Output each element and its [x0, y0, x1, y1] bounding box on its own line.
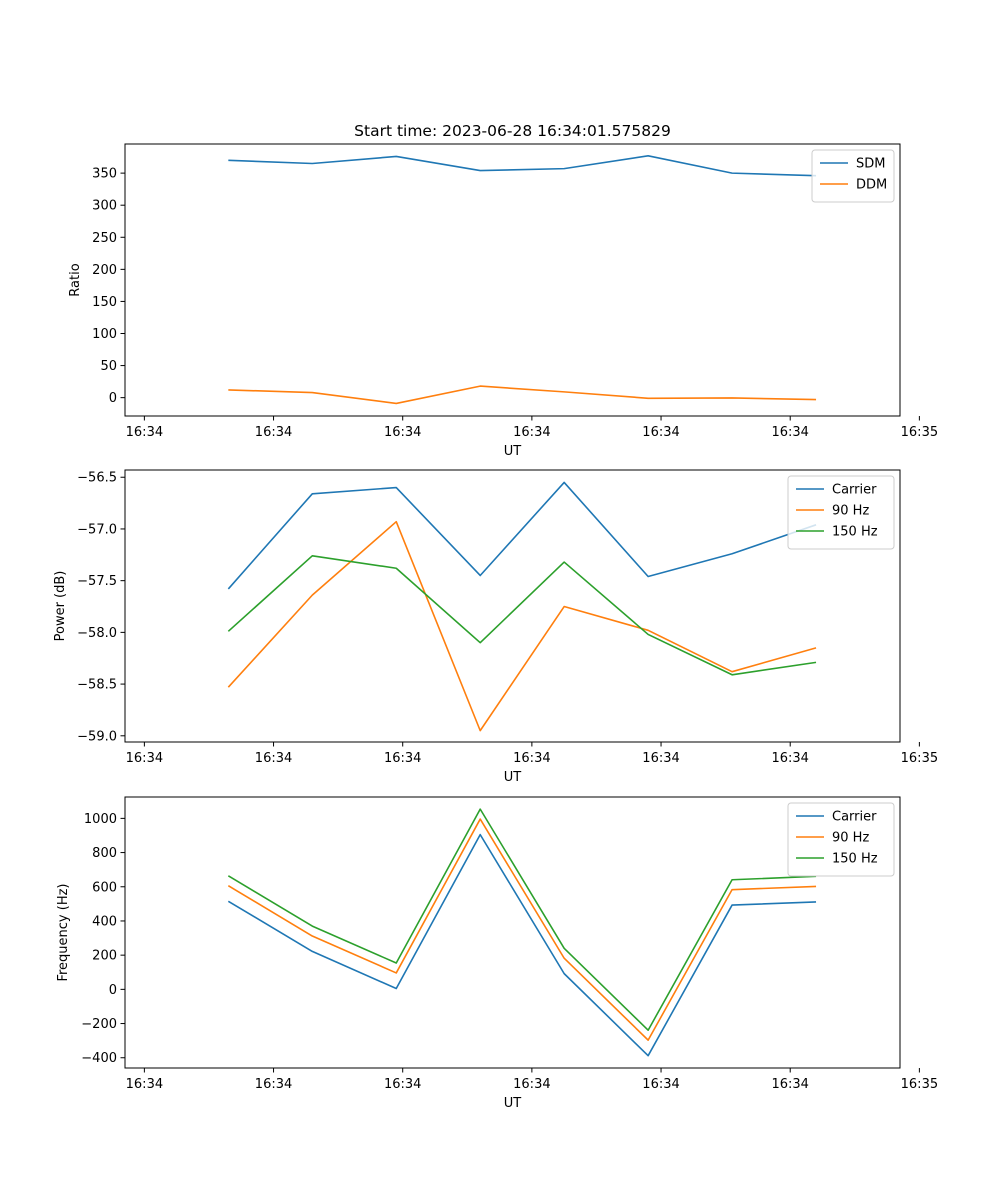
- panel-1-x-tick-label: 16:34: [255, 425, 292, 440]
- panel-3-x-tick-label: 16:35: [901, 1077, 938, 1092]
- panel-3-legend-label-150-hz: 150 Hz: [832, 852, 878, 867]
- panel-1-x-tick-label: 16:34: [126, 425, 163, 440]
- panel-3-x-tick-label: 16:34: [513, 1077, 550, 1092]
- panel-2-series-line-90-hz: [227, 520, 817, 732]
- panel-1-y-tick-label: 350: [92, 167, 117, 182]
- panel-1-legend-label-sdm: SDM: [856, 157, 885, 172]
- panel-1-y-tick-label: 150: [92, 295, 117, 310]
- panel-2-x-tick-label: 16:35: [901, 751, 938, 766]
- panel-3-legend-label-carrier: Carrier: [832, 810, 877, 825]
- panel-1-x-tick-label: 16:34: [771, 425, 808, 440]
- panel-3-x-tick-label: 16:34: [771, 1077, 808, 1092]
- panel-2-legend-label-150-hz: 150 Hz: [832, 525, 878, 540]
- panel-1-series-line-sdm: [228, 155, 817, 177]
- panel-1-y-tick-label: 0: [109, 391, 117, 406]
- panel-3-series-line-90-hz: [227, 818, 817, 1041]
- panel-2-y-tick-label: −57.5: [77, 574, 117, 589]
- panel-2-x-tick-label: 16:34: [126, 751, 163, 766]
- panel-2-y-tick-label: −57.0: [77, 522, 117, 537]
- panel-3-series-line-150-hz: [227, 808, 817, 1032]
- panel-3-y-tick-label: 400: [92, 914, 117, 929]
- panel-2-y-tick-label: −59.0: [77, 729, 117, 744]
- panel-2-y-tick-label: −56.5: [77, 471, 117, 486]
- panel-1-x-axis-label: UT: [504, 444, 522, 459]
- panel-2-legend-label-carrier: Carrier: [832, 483, 877, 498]
- panel-3-y-axis-label: Frequency (Hz): [56, 883, 71, 981]
- panel-1-x-tick-label: 16:34: [513, 425, 550, 440]
- panel-2-y-tick-label: −58.0: [77, 626, 117, 641]
- panel-2-y-axis-label: Power (dB): [53, 571, 68, 642]
- panel-1-y-tick-label: 250: [92, 231, 117, 246]
- panel-3-y-tick-label: 200: [92, 949, 117, 964]
- panel-1-y-tick-label: 100: [92, 327, 117, 342]
- panel-1-y-axis-label: Ratio: [68, 263, 83, 296]
- panel-1-series-line-ddm: [228, 385, 817, 405]
- panel-2-legend-label-90-hz: 90 Hz: [832, 504, 869, 519]
- panel-1-x-tick-label: 16:34: [642, 425, 679, 440]
- panel-1-axes-frame: [124, 143, 901, 417]
- panel-3-y-tick-label: −200: [81, 1017, 117, 1032]
- panel-3-series-line-carrier: [227, 833, 817, 1057]
- panel-3-x-tick-label: 16:34: [642, 1077, 679, 1092]
- panel-3-x-tick-label: 16:34: [255, 1077, 292, 1092]
- panel-2-series-line-150-hz: [227, 555, 817, 676]
- panel-3-y-tick-label: −400: [81, 1051, 117, 1066]
- panel-3-y-tick-label: 1000: [84, 812, 117, 827]
- panel-2-y-tick-label: −58.5: [77, 678, 117, 693]
- panel-2-axes-frame: [124, 469, 901, 743]
- panel-2-x-tick-label: 16:34: [384, 751, 421, 766]
- panel-2-series-line-carrier: [227, 481, 817, 590]
- panel-2-x-tick-label: 16:34: [771, 751, 808, 766]
- panel-3-x-tick-label: 16:34: [384, 1077, 421, 1092]
- panel-1-y-tick-label: 200: [92, 263, 117, 278]
- panel-1-x-tick-label: 16:35: [901, 425, 938, 440]
- panel-3-y-tick-label: 600: [92, 880, 117, 895]
- panel-1-x-tick-label: 16:34: [384, 425, 421, 440]
- panel-3-y-tick-label: 800: [92, 846, 117, 861]
- panel-2-x-tick-label: 16:34: [513, 751, 550, 766]
- panel-2-x-axis-label: UT: [504, 770, 522, 785]
- figure-title: Start time: 2023-06-28 16:34:01.575829: [354, 122, 671, 140]
- panel-3-y-tick-label: 0: [109, 983, 117, 998]
- panel-3-x-tick-label: 16:34: [126, 1077, 163, 1092]
- panel-1-legend-label-ddm: DDM: [856, 178, 887, 193]
- panel-2-x-tick-label: 16:34: [642, 751, 679, 766]
- panel-2-x-tick-label: 16:34: [255, 751, 292, 766]
- panel-3-axes-frame: [124, 796, 901, 1069]
- panel-3-legend-label-90-hz: 90 Hz: [832, 831, 869, 846]
- panel-3-x-axis-label: UT: [504, 1096, 522, 1111]
- panel-1-y-tick-label: 50: [100, 359, 117, 374]
- panel-1-y-tick-label: 300: [92, 199, 117, 214]
